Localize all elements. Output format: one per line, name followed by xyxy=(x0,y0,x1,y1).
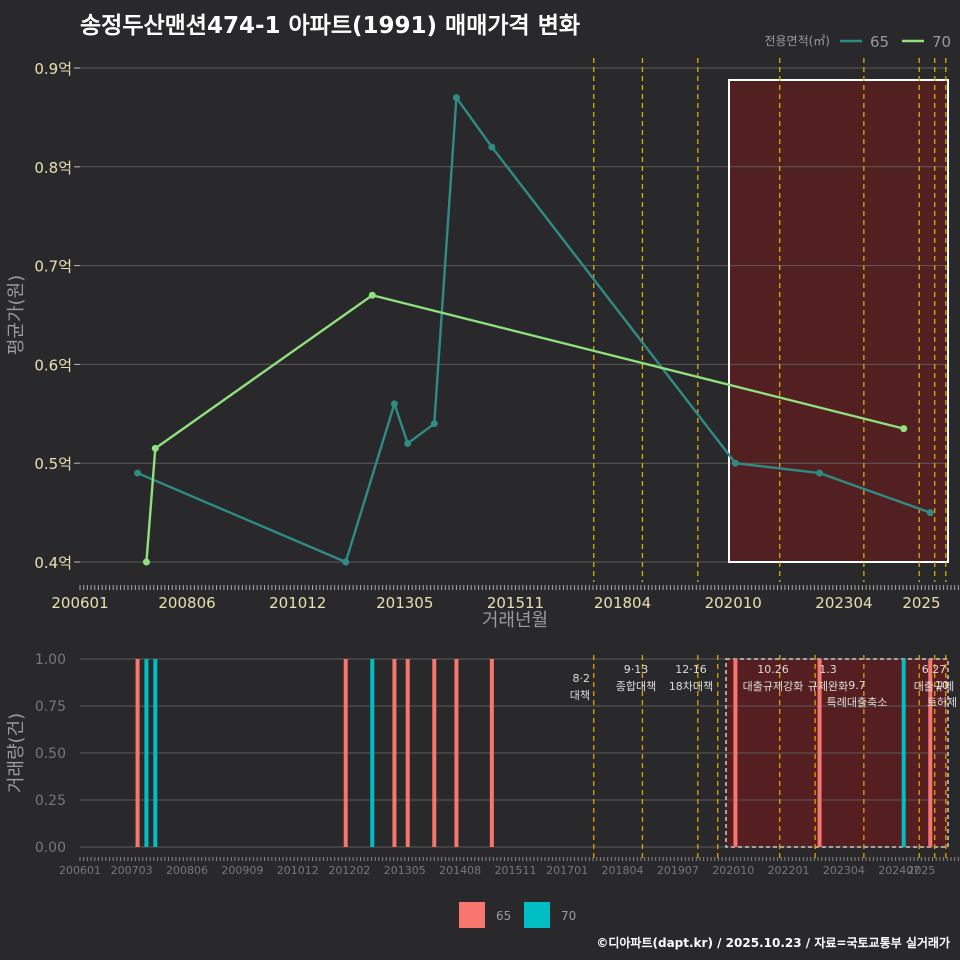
x-tick-label-bottom: 200806 xyxy=(166,864,208,877)
data-point-65 xyxy=(390,400,398,408)
y-tick-label-bottom: 1.00 xyxy=(35,652,66,668)
y-tick-label: 0.8억 xyxy=(34,159,72,177)
legend-label-70: 70 xyxy=(932,33,951,51)
annotation-label: 18차대책 xyxy=(669,680,713,693)
series-line-65 xyxy=(137,94,931,564)
annotation-date: 8·2 xyxy=(573,672,591,685)
x-tick-label: 200601 xyxy=(51,594,108,612)
annotation-date: 10.26 xyxy=(757,663,789,676)
x-tick-label: 202304 xyxy=(815,594,872,612)
volume-bar-65 xyxy=(928,659,933,847)
annotation-label: 규제완화 xyxy=(808,680,848,693)
shaded-period xyxy=(729,80,948,562)
annotation-label: 특례대출축소 xyxy=(827,696,888,709)
data-point-65 xyxy=(731,459,739,467)
volume-bar-65 xyxy=(817,659,822,847)
y-tick-label-bottom: 0.00 xyxy=(35,840,66,856)
volume-bar-65 xyxy=(405,659,410,847)
x-tick-label: 2025 xyxy=(902,594,940,612)
x-tick-label-bottom: 201305 xyxy=(384,864,426,877)
data-point-70 xyxy=(368,291,376,299)
annotation-date: 10 xyxy=(935,679,949,692)
legend-label-65: 65 xyxy=(870,33,889,51)
x-tick-label-bottom: 201701 xyxy=(546,864,588,877)
data-point-70 xyxy=(900,425,908,433)
data-point-65 xyxy=(134,469,142,477)
annotation-label: 토허제 xyxy=(927,696,957,709)
x-tick-label-bottom: 201804 xyxy=(602,864,644,877)
volume-bar-65 xyxy=(489,659,494,847)
volume-bar-70 xyxy=(370,659,375,847)
annotation-date: 6.27 xyxy=(922,663,947,676)
x-tick-label-bottom: 202407 xyxy=(878,864,920,877)
x-tick-label-bottom: 200601 xyxy=(59,864,101,877)
x-tick-label-bottom: 201012 xyxy=(277,864,319,877)
x-tick-label-bottom: 201408 xyxy=(439,864,481,877)
x-tick-label-bottom: 202010 xyxy=(712,864,754,877)
annotation-label: 종합대책 xyxy=(616,680,656,693)
data-point-65 xyxy=(926,509,934,517)
x-tick-label-bottom: 201907 xyxy=(657,864,699,877)
data-point-70 xyxy=(151,444,159,452)
y-axis-title-bottom: 거래량(건) xyxy=(6,713,27,793)
x-tick-label: 202010 xyxy=(705,594,762,612)
data-point-65 xyxy=(488,143,496,151)
x-tick-label-bottom: 202201 xyxy=(768,864,810,877)
y-tick-label-bottom: 0.25 xyxy=(35,793,66,809)
x-tick-label: 201012 xyxy=(269,594,326,612)
y-tick-label: 0.7억 xyxy=(34,258,72,276)
volume-bar-65 xyxy=(343,659,348,847)
x-tick-label-bottom: 202304 xyxy=(823,864,865,877)
volume-bar-65 xyxy=(454,659,459,847)
volume-bar-65 xyxy=(135,659,140,847)
x-tick-label: 201511 xyxy=(487,594,544,612)
x-axis-title: 거래년월 xyxy=(482,610,548,631)
annotation-label: 대출규제강화 xyxy=(743,680,804,693)
annotation-date: 9·13 xyxy=(624,663,649,676)
annotation-date: 1.3 xyxy=(819,663,837,676)
y-tick-label-bottom: 0.75 xyxy=(35,699,66,715)
annotation-label: 대출규제 xyxy=(914,680,954,693)
legend-label-bottom-65: 65 xyxy=(496,909,511,923)
x-tick-label-bottom: 200703 xyxy=(111,864,153,877)
legend-label-bottom-70: 70 xyxy=(561,909,576,923)
volume-bar-65 xyxy=(392,659,397,847)
annotation-label: 대책 xyxy=(570,689,590,702)
y-tick-label: 0.9억 xyxy=(34,60,72,78)
x-tick-label: 201804 xyxy=(594,594,651,612)
footer-credit: ©디아파트(dapt.kr) / 2025.10.23 / 자료=국토교통부 실… xyxy=(596,936,950,950)
data-point-65 xyxy=(452,94,460,102)
chart-title: 송정두산맨션474-1 아파트(1991) 매매가격 변화 xyxy=(80,13,581,39)
data-point-65 xyxy=(430,420,438,428)
x-tick-label-bottom: 201202 xyxy=(328,864,370,877)
data-point-65 xyxy=(342,558,350,566)
volume-bar-65 xyxy=(432,659,437,847)
legend-title: 전용면적(㎡) xyxy=(764,34,830,48)
x-tick-label-bottom: 201511 xyxy=(494,864,536,877)
data-point-65 xyxy=(816,469,824,477)
y-tick-label-bottom: 0.50 xyxy=(35,746,66,762)
y-axis-title: 평균가(원) xyxy=(6,275,27,355)
legend-swatch-65 xyxy=(459,902,485,928)
highlight-box xyxy=(728,79,949,563)
data-point-65 xyxy=(404,439,412,447)
highlight-box-bottom xyxy=(725,658,949,848)
volume-bar-70 xyxy=(153,659,158,847)
y-tick-label: 0.4억 xyxy=(34,554,72,572)
volume-bar-70 xyxy=(144,659,149,847)
x-tick-label: 201305 xyxy=(376,594,433,612)
legend-swatch-70 xyxy=(524,902,550,928)
annotation-date: 9.7 xyxy=(848,679,866,692)
annotation-date: 12·16 xyxy=(675,663,707,676)
x-tick-label-bottom: 200909 xyxy=(221,864,263,877)
volume-bar-70 xyxy=(901,659,906,847)
volume-bar-65 xyxy=(733,659,738,847)
data-point-70 xyxy=(142,558,150,566)
y-tick-label: 0.6억 xyxy=(34,356,72,374)
x-tick-label-bottom: 2025 xyxy=(907,864,935,877)
y-tick-label: 0.5억 xyxy=(34,455,72,473)
series-line-70 xyxy=(145,293,905,563)
x-tick-label: 200806 xyxy=(158,594,215,612)
